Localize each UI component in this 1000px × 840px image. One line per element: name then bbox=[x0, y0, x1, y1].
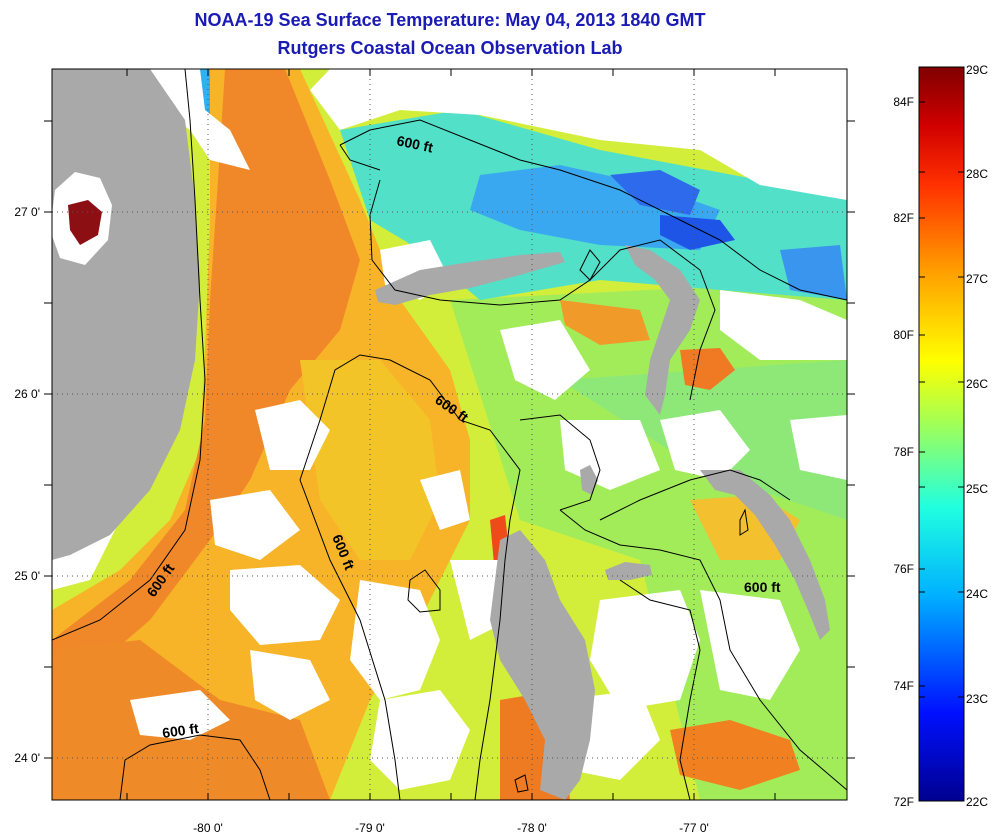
x-tick-label: -79 0' bbox=[355, 821, 385, 835]
colorbar-c-label: 25C bbox=[966, 482, 988, 496]
contour-label: 600 ft bbox=[744, 579, 781, 595]
colorbar-f-label: 84F bbox=[893, 95, 914, 109]
y-tick-label: 27 0' bbox=[14, 205, 40, 219]
contour-label: 600 ft bbox=[395, 132, 434, 155]
map-subtitle: Rutgers Coastal Ocean Observation Lab bbox=[277, 38, 623, 58]
y-tick-label: 25 0' bbox=[14, 569, 40, 583]
colorbar: 29C 28C 27C 26C 25C 24C 23C 22C 84F 82F … bbox=[893, 63, 988, 809]
colorbar-c-label: 29C bbox=[966, 63, 988, 77]
axis-labels: -80 0' -79 0' -78 0' -77 0' 27 0' 26 0' … bbox=[14, 205, 708, 835]
colorbar-f-label: 74F bbox=[893, 679, 914, 693]
hot-lake bbox=[68, 200, 102, 245]
y-tick-label: 24 0' bbox=[14, 751, 40, 765]
colorbar-c-label: 24C bbox=[966, 587, 988, 601]
colorbar-c-label: 27C bbox=[966, 272, 988, 286]
map-title: NOAA-19 Sea Surface Temperature: May 04,… bbox=[194, 10, 706, 30]
colorbar-c-label: 23C bbox=[966, 692, 988, 706]
colorbar-gradient bbox=[918, 66, 965, 802]
x-tick-label: -77 0' bbox=[679, 821, 709, 835]
frame-ticks bbox=[44, 69, 855, 800]
colorbar-c-label: 28C bbox=[966, 167, 988, 181]
colorbar-f-label: 72F bbox=[893, 795, 914, 809]
colorbar-c-label: 22C bbox=[966, 795, 988, 809]
map-panel: 600 ft 600 ft 600 ft 600 ft 600 ft 600 f… bbox=[52, 69, 847, 800]
x-tick-label: -78 0' bbox=[517, 821, 547, 835]
bathymetry-contours bbox=[52, 69, 847, 800]
colorbar-f-label: 82F bbox=[893, 211, 914, 225]
graticule bbox=[52, 69, 847, 800]
map-frame bbox=[51, 68, 848, 801]
contour-label: 600 ft bbox=[161, 720, 200, 741]
x-tick-label: -80 0' bbox=[193, 821, 223, 835]
colorbar-f-label: 78F bbox=[893, 445, 914, 459]
colorbar-f-label: 76F bbox=[893, 562, 914, 576]
y-tick-label: 26 0' bbox=[14, 387, 40, 401]
colorbar-f-label: 80F bbox=[893, 328, 914, 342]
colorbar-c-label: 26C bbox=[966, 377, 988, 391]
